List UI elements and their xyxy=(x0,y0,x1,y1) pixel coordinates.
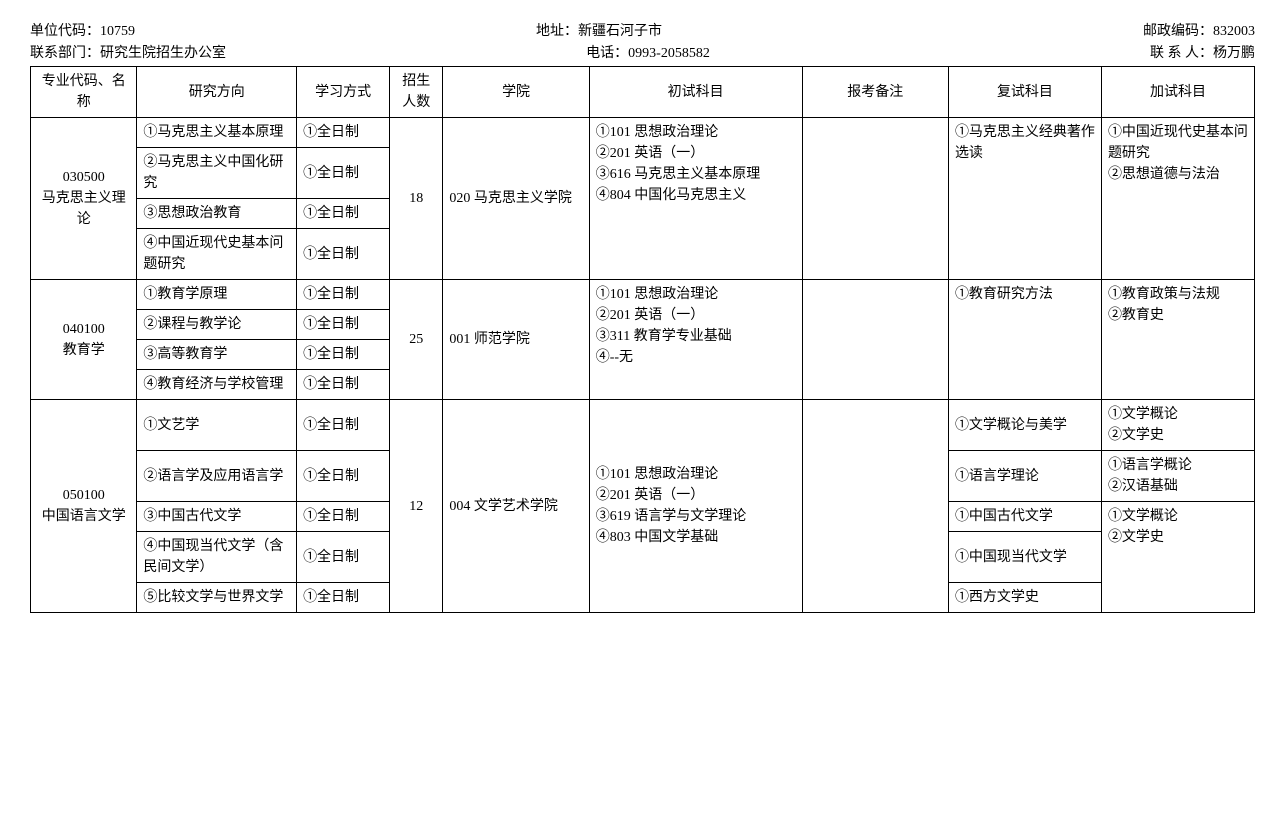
postcode: 邮政编码：832003 xyxy=(1143,20,1255,40)
mode-cell: ①全日制 xyxy=(297,583,390,613)
school-cell: 001 师范学院 xyxy=(443,280,589,400)
table-row: 040100教育学 ①教育学原理 ①全日制 25 001 师范学院 ①101 思… xyxy=(31,280,1255,310)
direction-cell: ④中国现当代文学（含民间文学） xyxy=(137,532,297,583)
direction-cell: ②马克思主义中国化研究 xyxy=(137,148,297,199)
address: 地址：新疆石河子市 xyxy=(536,20,662,40)
note-cell xyxy=(802,118,948,280)
enrollment-table: 专业代码、名 称 研究方向 学习方式 招生人数 学院 初试科目 报考备注 复试科… xyxy=(30,66,1255,613)
num-cell: 25 xyxy=(390,280,443,400)
major-cell: 050100中国语言文学 xyxy=(31,400,137,613)
phone: 电话：0993-2058582 xyxy=(586,42,710,62)
school-cell: 004 文学艺术学院 xyxy=(443,400,589,613)
col-note: 报考备注 xyxy=(802,67,948,118)
exam2-cell: ①西方文学史 xyxy=(948,583,1101,613)
mode-cell: ①全日制 xyxy=(297,502,390,532)
mode-cell: ①全日制 xyxy=(297,340,390,370)
num-cell: 12 xyxy=(390,400,443,613)
note-cell xyxy=(802,400,948,613)
direction-cell: ③中国古代文学 xyxy=(137,502,297,532)
unit-code: 单位代码：10759 xyxy=(30,20,135,40)
col-exam2: 复试科目 xyxy=(948,67,1101,118)
direction-cell: ②课程与教学论 xyxy=(137,310,297,340)
direction-cell: ②语言学及应用语言学 xyxy=(137,451,297,502)
exam2-cell: ①中国现当代文学 xyxy=(948,532,1101,583)
direction-cell: ①教育学原理 xyxy=(137,280,297,310)
header-row-1: 单位代码：10759 地址：新疆石河子市 邮政编码：832003 xyxy=(30,20,1255,40)
exam2-cell: ①语言学理论 xyxy=(948,451,1101,502)
direction-cell: ③高等教育学 xyxy=(137,340,297,370)
direction-cell: ④中国近现代史基本问题研究 xyxy=(137,229,297,280)
header-row-2: 联系部门：研究生院招生办公室 电话：0993-2058582 联 系 人：杨万鹏 xyxy=(30,42,1255,62)
major-cell: 030500马克思主义理论 xyxy=(31,118,137,280)
table-row: 030500马克思主义理论 ①马克思主义基本原理 ①全日制 18 020 马克思… xyxy=(31,118,1255,148)
note-cell xyxy=(802,280,948,400)
exam2-cell: ①教育研究方法 xyxy=(948,280,1101,400)
table-header-row: 专业代码、名 称 研究方向 学习方式 招生人数 学院 初试科目 报考备注 复试科… xyxy=(31,67,1255,118)
mode-cell: ①全日制 xyxy=(297,118,390,148)
exam2-cell: ①文学概论与美学 xyxy=(948,400,1101,451)
exam3-cell: ①文学概论②文学史 xyxy=(1101,502,1254,613)
mode-cell: ①全日制 xyxy=(297,280,390,310)
school-cell: 020 马克思主义学院 xyxy=(443,118,589,280)
exam3-cell: ①教育政策与法规②教育史 xyxy=(1101,280,1254,400)
mode-cell: ①全日制 xyxy=(297,229,390,280)
exam2-cell: ①马克思主义经典著作选读 xyxy=(948,118,1101,280)
major-cell: 040100教育学 xyxy=(31,280,137,400)
col-exam3: 加试科目 xyxy=(1101,67,1254,118)
col-exam1: 初试科目 xyxy=(589,67,802,118)
exam3-cell: ①文学概论②文学史 xyxy=(1101,400,1254,451)
mode-cell: ①全日制 xyxy=(297,451,390,502)
direction-cell: ⑤比较文学与世界文学 xyxy=(137,583,297,613)
mode-cell: ①全日制 xyxy=(297,370,390,400)
col-num: 招生人数 xyxy=(390,67,443,118)
direction-cell: ①文艺学 xyxy=(137,400,297,451)
contact-person: 联 系 人：杨万鹏 xyxy=(1150,42,1255,62)
col-mode: 学习方式 xyxy=(297,67,390,118)
direction-cell: ③思想政治教育 xyxy=(137,199,297,229)
exam3-cell: ①语言学概论②汉语基础 xyxy=(1101,451,1254,502)
mode-cell: ①全日制 xyxy=(297,400,390,451)
mode-cell: ①全日制 xyxy=(297,199,390,229)
direction-cell: ①马克思主义基本原理 xyxy=(137,118,297,148)
col-school: 学院 xyxy=(443,67,589,118)
col-direction: 研究方向 xyxy=(137,67,297,118)
exam3-cell: ①中国近现代史基本问题研究②思想道德与法治 xyxy=(1101,118,1254,280)
exam1-cell: ①101 思想政治理论②201 英语（一）③616 马克思主义基本原理④804 … xyxy=(589,118,802,280)
exam2-cell: ①中国古代文学 xyxy=(948,502,1101,532)
direction-cell: ④教育经济与学校管理 xyxy=(137,370,297,400)
exam1-cell: ①101 思想政治理论②201 英语（一）③619 语言学与文学理论④803 中… xyxy=(589,400,802,613)
table-row: 050100中国语言文学 ①文艺学 ①全日制 12 004 文学艺术学院 ①10… xyxy=(31,400,1255,451)
mode-cell: ①全日制 xyxy=(297,532,390,583)
department: 联系部门：研究生院招生办公室 xyxy=(30,42,226,62)
exam1-cell: ①101 思想政治理论②201 英语（一）③311 教育学专业基础④--无 xyxy=(589,280,802,400)
mode-cell: ①全日制 xyxy=(297,148,390,199)
num-cell: 18 xyxy=(390,118,443,280)
col-major: 专业代码、名 称 xyxy=(31,67,137,118)
mode-cell: ①全日制 xyxy=(297,310,390,340)
